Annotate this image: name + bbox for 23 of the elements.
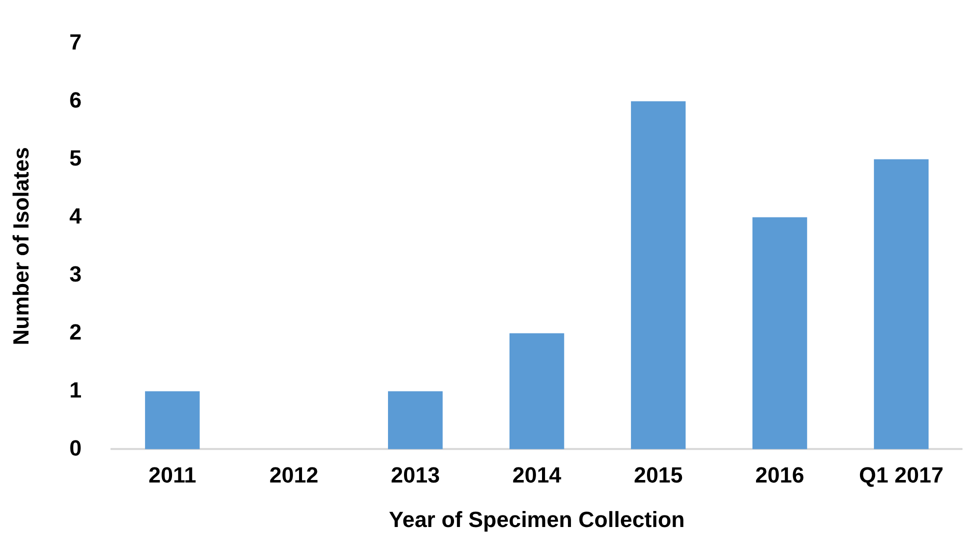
bar bbox=[874, 159, 929, 450]
y-tick-label: 7 bbox=[69, 29, 82, 54]
y-tick-label: 5 bbox=[69, 145, 82, 170]
bar bbox=[145, 391, 200, 450]
y-tick-label: 1 bbox=[69, 377, 82, 402]
y-tick-label: 3 bbox=[69, 261, 82, 286]
bar bbox=[630, 101, 686, 450]
x-axis-title: Year of Specimen Collection bbox=[388, 506, 685, 532]
y-tick-label: 2 bbox=[69, 319, 82, 344]
x-tick-label: Q1 2017 bbox=[859, 462, 944, 488]
x-tick-label: 2016 bbox=[755, 462, 804, 488]
x-tick-label: 2013 bbox=[390, 462, 440, 488]
bar bbox=[752, 217, 808, 450]
y-tick-label: 6 bbox=[69, 87, 82, 112]
bar bbox=[509, 333, 564, 450]
y-tick-label: 0 bbox=[69, 435, 82, 460]
y-tick-label: 4 bbox=[69, 203, 82, 228]
bar bbox=[388, 391, 443, 450]
y-axis-title: Number of Isolates bbox=[8, 147, 34, 346]
x-tick-label: 2014 bbox=[512, 462, 562, 488]
x-tick-label: 2015 bbox=[634, 462, 683, 488]
x-tick-label: 2011 bbox=[148, 462, 196, 488]
x-tick-label: 2012 bbox=[269, 462, 318, 488]
